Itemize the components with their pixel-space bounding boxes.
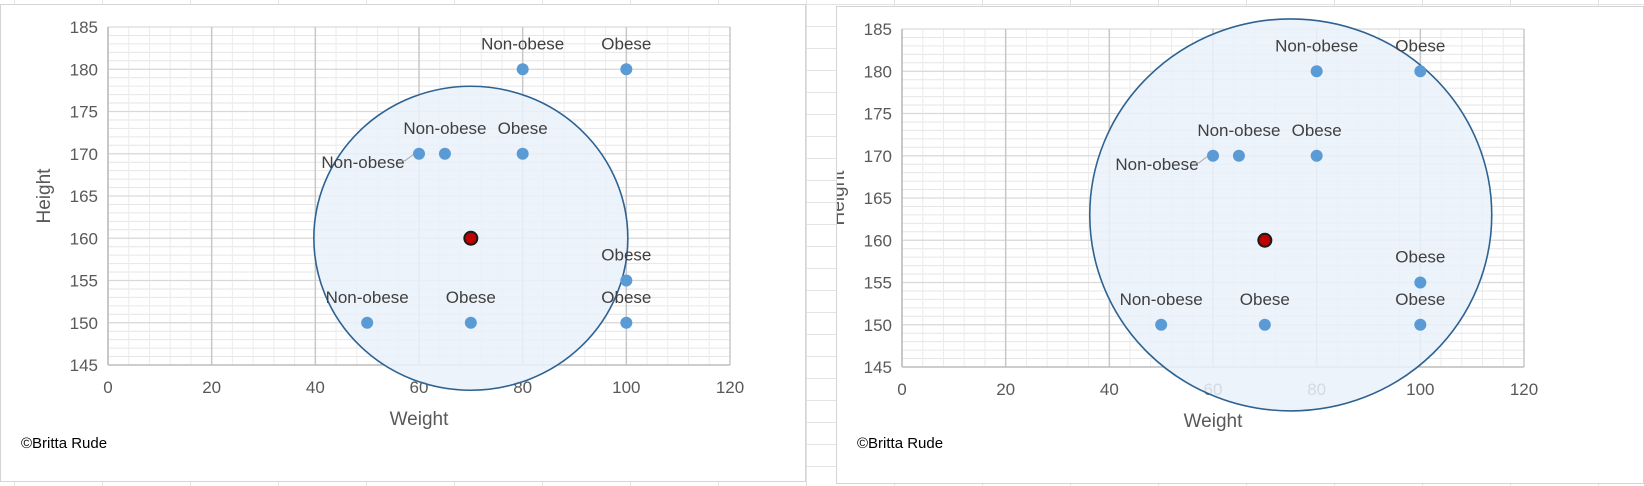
- data-point: [1414, 276, 1427, 289]
- y-tick-label: 185: [70, 18, 98, 37]
- y-tick-label: 160: [70, 229, 98, 248]
- data-label: Non-obese: [1275, 36, 1358, 55]
- x-tick-label: 100: [1406, 380, 1434, 399]
- data-point: [1232, 149, 1245, 162]
- data-label: Obese: [1292, 121, 1342, 140]
- x-tick-label: 20: [996, 380, 1015, 399]
- x-tick-label: 120: [716, 378, 744, 397]
- data-point: [1310, 65, 1323, 78]
- x-tick-label: 0: [103, 378, 112, 397]
- y-tick-label: 185: [864, 20, 892, 39]
- y-tick-label: 175: [70, 103, 98, 122]
- data-point: [1207, 149, 1219, 162]
- y-tick-label: 170: [864, 147, 892, 166]
- x-tick-label: 0: [897, 380, 906, 399]
- credit-text: ©Britta Rude: [21, 435, 108, 452]
- data-label: Obese: [1395, 248, 1445, 267]
- y-axis-title: Height: [837, 170, 849, 226]
- y-tick-label: 170: [70, 145, 98, 164]
- y-tick-label: 180: [864, 62, 892, 81]
- neighborhood-circle: [1088, 18, 1493, 412]
- data-label: Non-obese: [403, 119, 486, 138]
- y-tick-label: 150: [864, 316, 892, 335]
- y-tick-label: 155: [864, 274, 892, 293]
- data-label: Non-obese: [1197, 121, 1280, 140]
- y-tick-label: 165: [70, 187, 98, 206]
- data-point: [464, 316, 477, 329]
- y-tick-label: 160: [864, 231, 892, 250]
- data-point: [620, 316, 633, 329]
- data-label: Obese: [601, 34, 651, 53]
- y-tick-label: 150: [70, 314, 98, 333]
- data-point: [1414, 65, 1427, 78]
- data-label: Non-obese: [326, 288, 409, 307]
- query-point: [463, 230, 479, 246]
- label-leader-line: [399, 154, 414, 162]
- scatter-plot-right: 0204060801001201451501551601651701751801…: [837, 18, 1538, 432]
- x-axis-title: Weight: [1184, 411, 1244, 432]
- y-tick-label: 155: [70, 272, 98, 291]
- x-tick-label: 40: [1100, 380, 1119, 399]
- y-tick-label: 165: [864, 189, 892, 208]
- data-point: [516, 147, 529, 160]
- data-label: Obese: [601, 246, 651, 265]
- x-tick-label: 120: [1510, 380, 1538, 399]
- chart-right[interactable]: 0204060801001201451501551601651701751801…: [836, 6, 1644, 484]
- scatter-plot-left: 0 20 40 60 80 100 1201451501551601651701751801…: [34, 18, 744, 430]
- x-tick-label: 100: [612, 378, 640, 397]
- data-point: [361, 316, 374, 329]
- data-label: Non-obese: [1120, 290, 1203, 309]
- data-label: Non-obese: [321, 153, 404, 172]
- credit-text: ©Britta Rude: [857, 435, 944, 452]
- data-point: [1258, 318, 1271, 331]
- data-label: Obese: [601, 288, 651, 307]
- x-tick-label: 20: [202, 378, 221, 397]
- y-tick-label: 145: [864, 358, 892, 377]
- label-leader-line: [1193, 156, 1208, 164]
- data-point: [1155, 318, 1168, 331]
- query-point: [1257, 232, 1273, 248]
- data-label: Non-obese: [1115, 155, 1198, 174]
- chart-left[interactable]: 0 20 40 60 80 100 120 145 150 155 160 165 170 175 180 1…: [0, 4, 806, 482]
- x-tick-label: 40: [306, 378, 325, 397]
- data-point: [413, 147, 425, 160]
- data-label: Obese: [446, 288, 496, 307]
- data-point: [1414, 318, 1427, 331]
- data-label: Non-obese: [481, 34, 564, 53]
- data-label: Obese: [1395, 290, 1445, 309]
- data-label: Obese: [1240, 290, 1290, 309]
- data-point: [620, 274, 633, 287]
- data-point: [1310, 149, 1323, 162]
- y-tick-label: 180: [70, 60, 98, 79]
- data-label: Obese: [1395, 36, 1445, 55]
- data-label: Obese: [498, 119, 548, 138]
- y-tick-label: 175: [864, 105, 892, 124]
- y-axis-title: Height: [34, 168, 55, 224]
- data-point: [438, 147, 451, 160]
- data-point: [516, 63, 529, 76]
- data-point: [620, 63, 633, 76]
- y-tick-label: 145: [70, 356, 98, 375]
- x-axis-title: Weight: [390, 409, 450, 430]
